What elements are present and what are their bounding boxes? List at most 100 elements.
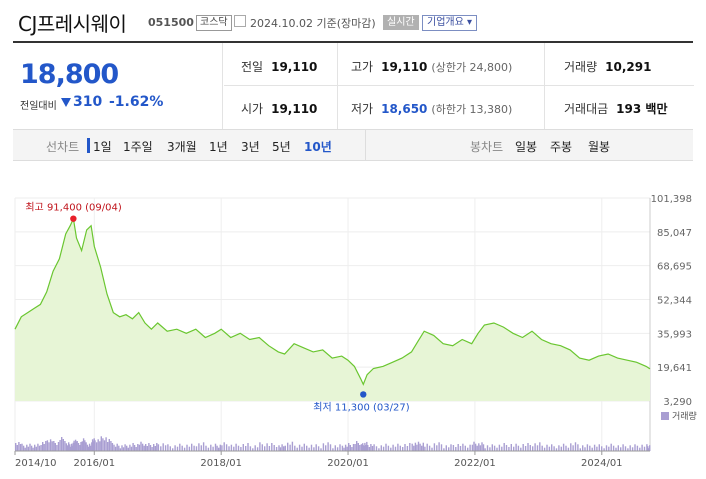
volume-bar [221,445,223,451]
volume-bar [591,447,593,451]
volume-bar [457,444,459,451]
tab-1d[interactable]: 1일 [93,140,112,154]
volume-bar [382,446,385,451]
volume-bar [247,443,249,451]
line-chart-marker [87,138,90,153]
volume-bar [53,441,55,451]
volume-bar [230,444,233,451]
stats-row-divider [224,85,694,86]
volume-bar [228,446,230,451]
x-tick-label: 2018/01 [200,458,242,469]
volume-bar [459,446,462,451]
volume-bar [186,444,188,451]
tab-3y[interactable]: 3년 [241,140,260,154]
volume-bar [339,444,341,451]
y-tick-label: 52,344 [657,296,692,307]
realtime-button[interactable]: 실시간 [383,15,419,30]
tab-1y[interactable]: 1년 [209,140,228,154]
volume-bar [352,444,355,451]
volume-bar [218,447,220,451]
volume-bar [86,444,89,451]
volume-bar [240,447,242,451]
stats-divider [337,43,338,129]
volume-bar [43,444,45,451]
tab-weekly[interactable]: 주봉 [550,140,573,154]
volume-bar [119,448,122,451]
max-point [70,215,77,222]
tab-3m[interactable]: 3개월 [167,140,197,154]
change-percent: -1.62% [109,94,164,110]
volume-label: 거래량 [672,410,697,422]
volume-bar [510,444,512,451]
stat-label: 고가 [351,60,374,74]
volume-bar [99,441,101,451]
volume-bar [513,446,515,451]
volume-bar [517,445,520,451]
volume-bar [71,445,74,451]
volume-bar [560,446,562,451]
volume-bar [473,441,475,451]
volume-bar [281,444,283,451]
stat-value: 193 백만 [616,102,668,116]
y-tick-label: 85,047 [657,228,692,239]
volume-bar [284,445,286,451]
company-overview-dropdown[interactable]: 기업개요 ▾ [422,15,477,31]
stat-open: 시가 19,110 [241,100,317,117]
stat-amount: 거래대금 193 백만 [564,100,667,117]
x-tick-label: 2014/10 [15,458,57,469]
volume-bar [188,446,191,451]
stat-volume: 거래량 10,291 [564,58,651,75]
volume-bar [332,448,334,451]
volume-bar [354,444,356,451]
volume-bar [111,443,114,451]
volume-bar [137,444,139,451]
volume-bar [81,441,83,451]
down-triangle-icon [61,98,71,107]
volume-bar [627,448,629,451]
upper-limit: (상한가 24,800) [431,61,513,74]
volume-bar [296,447,298,451]
tab-10y[interactable]: 10년 [304,140,332,154]
volume-bar [440,444,443,451]
change-amount: 310 [73,94,103,110]
volume-bar [61,437,63,451]
volume-bar [450,444,452,451]
volume-bar [259,442,261,451]
volume-bar [24,447,26,451]
volume-bar [478,443,480,451]
volume-bar [436,445,438,451]
volume-bar [636,445,639,451]
volume-bar [176,446,179,451]
volume-bar [371,446,374,451]
volume-bar [375,446,378,451]
volume-bar [122,447,125,451]
x-tick-label: 2016/01 [74,458,116,469]
volume-bar [553,446,555,451]
volume-bar [79,445,81,451]
volume-bar [334,445,336,451]
volume-bar [287,442,289,451]
volume-bar [91,439,94,451]
volume-bar [92,441,95,451]
volume-bar [493,445,496,451]
volume-bar [452,445,455,451]
volume-bar [539,442,541,451]
price-chart[interactable]: 101,398 85,047 68,695 52,344 35,993 19,641 3,2… [0,180,706,479]
volume-bar [416,444,418,451]
y-tick-label: 3,290 [663,397,692,408]
volume-bar [649,445,651,451]
volume-bar [397,443,399,451]
tab-1w[interactable]: 1주일 [123,140,153,154]
x-tick-label: 2020/01 [327,458,369,469]
volume-bar [428,445,431,451]
tab-daily[interactable]: 일봉 [515,140,538,154]
volume-bar [414,442,417,451]
volume-bar [603,448,605,451]
tab-5y[interactable]: 5년 [272,140,291,154]
volume-bar [536,445,539,451]
tab-monthly[interactable]: 월봉 [588,140,611,154]
volume-bar [489,447,491,451]
volume-bar [103,440,106,451]
current-price: 18,800 [20,59,119,90]
stat-value: 10,291 [605,60,652,74]
